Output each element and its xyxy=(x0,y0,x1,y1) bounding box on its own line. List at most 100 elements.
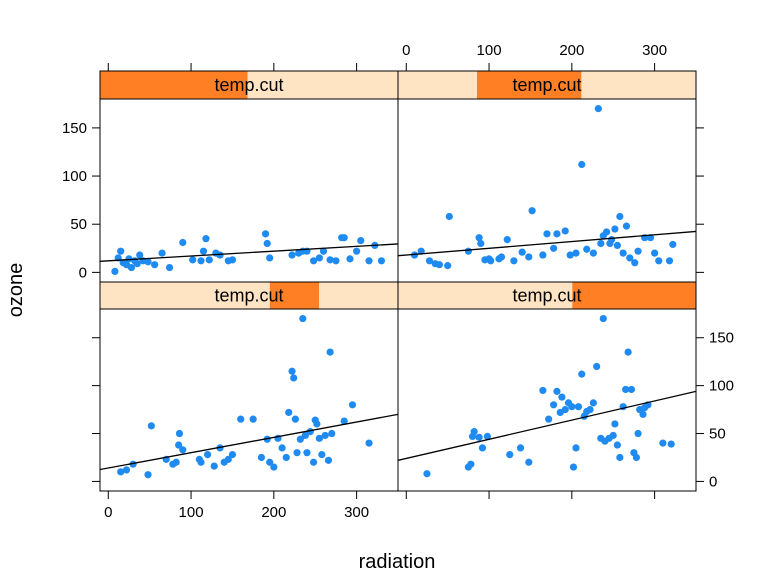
data-point xyxy=(129,460,137,468)
data-point xyxy=(326,256,334,264)
data-point xyxy=(627,385,636,394)
data-point xyxy=(611,420,619,428)
panel-top-left: temp.cut xyxy=(99,70,399,283)
data-point xyxy=(299,314,307,323)
data-point xyxy=(326,348,334,356)
data-point xyxy=(303,449,311,457)
data-point xyxy=(622,385,630,394)
data-point xyxy=(550,244,558,252)
points-group xyxy=(111,230,386,276)
data-point xyxy=(205,256,213,264)
data-point xyxy=(111,267,119,276)
data-point xyxy=(266,254,274,262)
data-point xyxy=(539,386,547,395)
data-point xyxy=(425,257,434,265)
data-point xyxy=(518,248,526,256)
data-point xyxy=(594,105,602,113)
data-point xyxy=(175,441,183,449)
data-point xyxy=(539,251,547,259)
strip-background xyxy=(100,282,398,309)
data-point xyxy=(574,403,583,411)
data-point xyxy=(435,261,443,269)
data-point xyxy=(365,439,373,447)
data-point xyxy=(270,463,278,471)
regression-line xyxy=(100,243,398,262)
data-point xyxy=(655,257,663,265)
data-point xyxy=(301,431,309,440)
data-point xyxy=(651,249,659,257)
data-point xyxy=(619,249,627,257)
data-point xyxy=(561,227,569,235)
data-point xyxy=(340,417,348,425)
data-point xyxy=(353,247,361,255)
data-point xyxy=(599,314,607,323)
x-tick-label: 200 xyxy=(261,504,286,521)
data-point xyxy=(417,247,425,255)
data-point xyxy=(589,399,597,407)
x-axis-title: radiation xyxy=(359,551,436,573)
data-point xyxy=(487,257,495,265)
data-point xyxy=(550,401,558,409)
data-point xyxy=(346,255,354,263)
data-point xyxy=(210,462,218,470)
data-point xyxy=(296,435,304,443)
data-point xyxy=(553,230,561,238)
data-point xyxy=(669,240,677,249)
data-point xyxy=(622,222,631,230)
data-point xyxy=(561,405,569,414)
panel-border xyxy=(397,98,697,283)
strip-level-indicator xyxy=(100,71,248,99)
data-point xyxy=(572,444,580,452)
data-point xyxy=(569,463,578,471)
data-point xyxy=(263,239,271,248)
data-point xyxy=(228,451,237,459)
data-point xyxy=(179,446,187,454)
data-point xyxy=(423,470,431,478)
data-point xyxy=(667,440,675,448)
data-point xyxy=(197,458,205,466)
x-tick-label: 200 xyxy=(559,42,584,59)
data-point xyxy=(597,239,605,248)
data-point xyxy=(613,441,621,449)
data-point xyxy=(497,253,506,261)
data-point xyxy=(566,251,574,259)
points-group xyxy=(410,105,677,270)
y-tick-label: 100 xyxy=(709,378,734,395)
data-point xyxy=(197,257,205,265)
x-tick-label: 100 xyxy=(477,42,502,59)
data-point xyxy=(136,251,144,259)
data-point xyxy=(324,456,333,464)
data-point xyxy=(464,247,472,255)
data-point xyxy=(319,247,328,255)
data-point xyxy=(309,257,318,265)
data-point xyxy=(467,460,475,468)
data-point xyxy=(483,432,491,440)
panel-border xyxy=(99,308,399,492)
panel-top-right: temp.cut xyxy=(397,70,697,283)
data-point xyxy=(506,451,514,459)
data-point xyxy=(172,458,180,466)
data-point xyxy=(340,234,348,242)
panel-bottom-right: temp.cut xyxy=(397,281,697,492)
data-point xyxy=(175,429,184,438)
data-point xyxy=(634,247,642,255)
panels-layer: temp.cut temp.cut temp.cut temp.cut xyxy=(99,70,697,492)
strip-label: temp.cut xyxy=(214,75,283,95)
data-point xyxy=(444,262,452,270)
data-point xyxy=(624,348,632,356)
data-point xyxy=(578,160,586,169)
data-point xyxy=(553,387,561,395)
data-point xyxy=(516,444,525,452)
data-point xyxy=(583,245,591,253)
data-point xyxy=(261,230,270,238)
data-point xyxy=(377,257,386,265)
y-axis-title: ozone xyxy=(5,263,27,318)
x-tick-label: 0 xyxy=(104,504,112,521)
data-point xyxy=(179,238,187,247)
axes-layer: 0 0 100 100 200 200 300 300 0 0 50 50 100 100 150 150 xyxy=(62,42,734,521)
data-point xyxy=(158,249,166,257)
data-point xyxy=(313,420,321,428)
data-point xyxy=(659,439,667,447)
data-point xyxy=(665,257,674,265)
strip-level-indicator xyxy=(476,71,582,99)
